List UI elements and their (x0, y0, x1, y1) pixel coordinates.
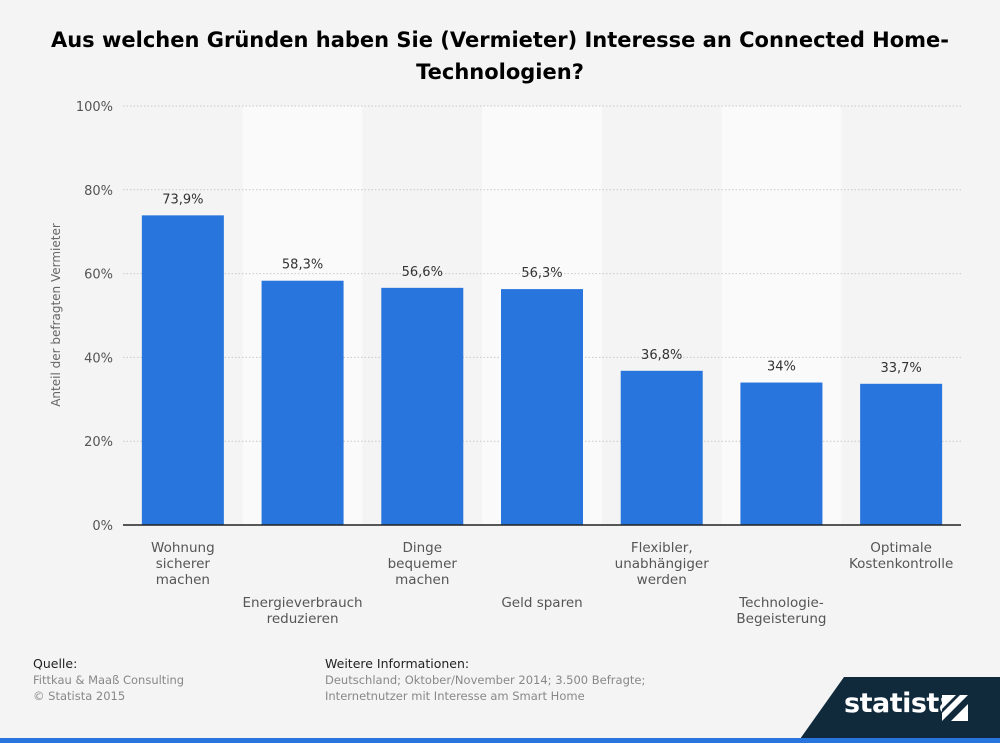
category-label: Energieverbrauch reduzieren (243, 595, 363, 627)
value-label: 58,3% (282, 258, 323, 273)
source-block: Quelle: Fittkau & Maaß Consulting © Stat… (33, 656, 184, 704)
category-label-line: reduzieren (267, 611, 339, 627)
category-label-line: Optimale (870, 540, 932, 556)
value-label: 56,6% (402, 265, 443, 280)
info-line-1: Deutschland; Oktober/November 2014; 3.50… (325, 673, 646, 687)
category-label-line: Wohnung (151, 540, 215, 556)
y-axis-ticks: 0% 20% 40% 60% 80% 100% (76, 100, 113, 534)
category-label-line: Flexibler, (631, 540, 693, 556)
source-heading: Quelle: (33, 656, 78, 671)
chart-title-line-1: Aus welchen Gründen haben Sie (Vermieter… (50, 28, 950, 52)
category-label-line: machen (395, 572, 449, 588)
category-label-line: Geld sparen (501, 595, 582, 611)
info-line-2: Internetnutzer mit Interesse am Smart Ho… (325, 689, 585, 703)
category-label-line: werden (637, 572, 687, 588)
info-block: Weitere Informationen: Deutschland; Okto… (325, 656, 645, 704)
source-line-2: © Statista 2015 (33, 689, 126, 703)
source-line-1: Fittkau & Maaß Consulting (33, 673, 185, 687)
value-label: 33,7% (880, 361, 921, 376)
brand-logo-text[interactable]: statista (844, 688, 957, 719)
y-tick-label: 40% (84, 351, 113, 366)
value-labels: 73,9% 58,3% 56,6% 56,3% 36,8% 34% 33,7% (162, 192, 922, 375)
category-label: Wohnung sicherer machen (151, 540, 215, 588)
y-tick-label: 60% (84, 268, 113, 283)
bottom-accent-bar (0, 738, 1000, 743)
category-label-line: Dinge (402, 540, 442, 556)
category-label: Geld sparen (501, 595, 582, 611)
y-tick-label: 20% (84, 435, 113, 450)
category-label-line: unabhängiger (615, 556, 710, 572)
category-label: Dinge bequemer machen (388, 540, 458, 588)
value-label: 56,3% (521, 266, 562, 281)
value-label: 34% (767, 360, 796, 375)
y-axis-label: Anteil der befragten Vermieter (49, 223, 63, 407)
chart-title-line-2: Technologien? (416, 60, 584, 84)
category-label: Technologie-Begeisterung (736, 595, 826, 627)
bar-chart: 0% 20% 40% 60% 80% 100% Anteil der befragten … (49, 100, 961, 627)
bar[interactable] (141, 215, 224, 525)
category-label-line: sicherer (156, 556, 211, 572)
value-label: 73,9% (162, 192, 203, 207)
category-label: Optimale Kostenkontrolle (849, 540, 953, 572)
category-label-line: machen (156, 572, 210, 588)
info-heading: Weitere Informationen: (325, 656, 470, 671)
bars (141, 215, 943, 525)
statista-logo-icon (942, 695, 968, 721)
y-tick-label: 0% (92, 519, 113, 534)
category-label-line: bequemer (388, 556, 458, 572)
y-tick-label: 100% (76, 100, 113, 115)
value-label: 36,8% (641, 348, 682, 363)
category-label-line: Energieverbrauch (243, 595, 363, 611)
bar[interactable] (860, 383, 943, 525)
bar[interactable] (740, 382, 823, 525)
category-label-line: Begeisterung (736, 611, 826, 627)
category-label: Flexibler, unabhängiger werden (615, 540, 710, 588)
bar[interactable] (261, 280, 344, 525)
bar[interactable] (501, 289, 583, 525)
category-label-line: Kostenkontrolle (849, 556, 953, 572)
category-label-line: Technologie- (738, 595, 824, 611)
bar[interactable] (620, 370, 703, 525)
chart-title: Aus welchen Gründen haben Sie (Vermieter… (0, 24, 1000, 88)
bar[interactable] (381, 287, 464, 525)
y-tick-label: 80% (84, 184, 113, 199)
